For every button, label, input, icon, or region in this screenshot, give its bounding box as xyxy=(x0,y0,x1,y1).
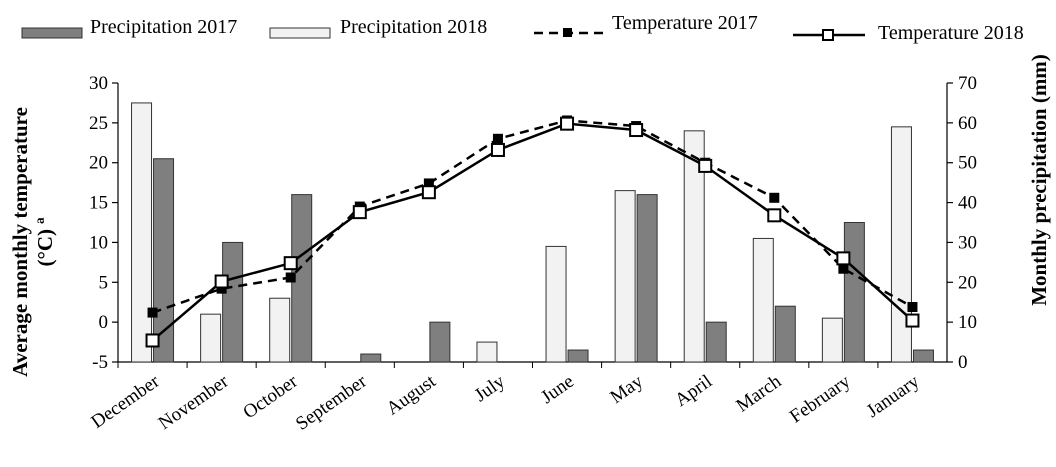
category-label: September xyxy=(292,371,371,435)
legend-marker-temp2017 xyxy=(563,28,572,37)
category-label: April xyxy=(671,371,716,411)
category-label: March xyxy=(732,371,785,417)
bar-precip-2017 xyxy=(636,194,658,363)
category-label: December xyxy=(87,371,164,433)
right-tick-label: 40 xyxy=(958,193,977,214)
bar-precip-2018 xyxy=(545,245,567,363)
legend-label-precip2018: Precipitation 2018 xyxy=(340,16,487,38)
marker-temp-2018 xyxy=(836,251,851,266)
category-label: November xyxy=(155,371,233,435)
left-tick-label: 5 xyxy=(99,272,109,293)
right-tick-label: 10 xyxy=(958,312,977,333)
bar-precip-2017 xyxy=(567,349,589,363)
bar-precip-2018 xyxy=(821,317,843,363)
right-tick-label: 60 xyxy=(958,113,977,134)
bar-precip-2018 xyxy=(269,297,291,363)
marker-temp-2018 xyxy=(698,158,713,173)
left-tick-label: 25 xyxy=(89,113,108,134)
marker-temp-2017 xyxy=(423,178,434,189)
legend-marker-temp2018 xyxy=(822,29,834,41)
category-label: October xyxy=(239,371,302,424)
category-label: January xyxy=(863,371,924,422)
right-tick-label: 20 xyxy=(958,272,977,293)
marker-temp-2018 xyxy=(560,116,575,131)
category-label: July xyxy=(471,371,509,407)
legend-swatch-precip2018 xyxy=(269,27,331,39)
left-tick-label: 15 xyxy=(89,193,108,214)
category-label: February xyxy=(786,371,855,428)
marker-temp-2017 xyxy=(907,301,918,312)
bar-precip-2018 xyxy=(890,126,912,363)
left-tick-label: 20 xyxy=(89,153,108,174)
bar-precip-2018 xyxy=(476,341,498,363)
bar-precip-2017 xyxy=(912,349,934,363)
legend-swatch-precip2017 xyxy=(21,27,83,39)
marker-temp-2017 xyxy=(769,192,780,203)
bar-precip-2017 xyxy=(705,321,727,363)
bars xyxy=(117,102,934,368)
right-tick-label: 50 xyxy=(958,153,977,174)
legend-label-temp2018: Temperature 2018 xyxy=(878,22,1024,44)
left-tick-label: 30 xyxy=(89,73,108,94)
right-axis-ticks: 0 10 20 30 40 50 60 70 xyxy=(947,73,977,373)
bar-precip-2018 xyxy=(752,237,774,363)
marker-temp-2018 xyxy=(490,142,505,157)
marker-temp-2018 xyxy=(767,208,782,223)
lines xyxy=(145,115,920,348)
line-temp-2017 xyxy=(152,119,914,314)
right-axis-title: Monthly precipitation (mm) xyxy=(1027,54,1051,306)
left-axis-ticks: -5 0 5 10 15 20 25 30 xyxy=(89,73,118,373)
marker-temp-2017 xyxy=(285,272,296,283)
line-temp-2018 xyxy=(151,122,914,342)
left-tick-label: -5 xyxy=(92,352,108,373)
marker-temp-2018 xyxy=(145,333,160,348)
bar-precip-2017 xyxy=(360,353,382,363)
marker-temp-2018 xyxy=(629,123,644,138)
left-axis-title-line1: Average monthly temperature xyxy=(8,107,32,377)
bar-precip-2018 xyxy=(614,190,636,363)
left-axis-title-line2: (°C) ª xyxy=(33,217,57,267)
left-tick-label: 0 xyxy=(99,312,109,333)
right-tick-label: 0 xyxy=(958,352,968,373)
marker-temp-2017 xyxy=(147,307,158,318)
legend-label-temp2017: Temperature 2017 xyxy=(612,12,758,34)
marker-temp-2018 xyxy=(352,205,367,220)
bar-precip-2018 xyxy=(200,313,222,363)
category-label: August xyxy=(383,370,441,419)
bar-precip-2017 xyxy=(429,321,451,363)
category-label: June xyxy=(537,371,578,408)
marker-temp-2018 xyxy=(214,274,229,289)
bar-precip-2017 xyxy=(774,305,796,363)
marker-temp-2017 xyxy=(838,263,849,274)
marker-temp-2017 xyxy=(216,283,227,294)
bar-precip-2018 xyxy=(683,130,705,363)
bar-precip-2017 xyxy=(222,241,244,363)
right-tick-label: 70 xyxy=(958,73,977,94)
bar-precip-2018 xyxy=(131,102,153,363)
legend-label-precip2017: Precipitation 2017 xyxy=(90,16,237,38)
category-label: May xyxy=(606,371,647,408)
right-tick-label: 30 xyxy=(958,232,977,253)
left-tick-label: 10 xyxy=(89,232,108,253)
bar-precip-2017 xyxy=(843,222,865,363)
legend: Precipitation 2017 Precipitation 2018 Te… xyxy=(21,12,1024,44)
marker-temp-2017 xyxy=(492,133,503,144)
marker-temp-2018 xyxy=(905,313,920,328)
marker-temp-2018 xyxy=(421,185,436,200)
marker-temp-2018 xyxy=(283,256,298,271)
